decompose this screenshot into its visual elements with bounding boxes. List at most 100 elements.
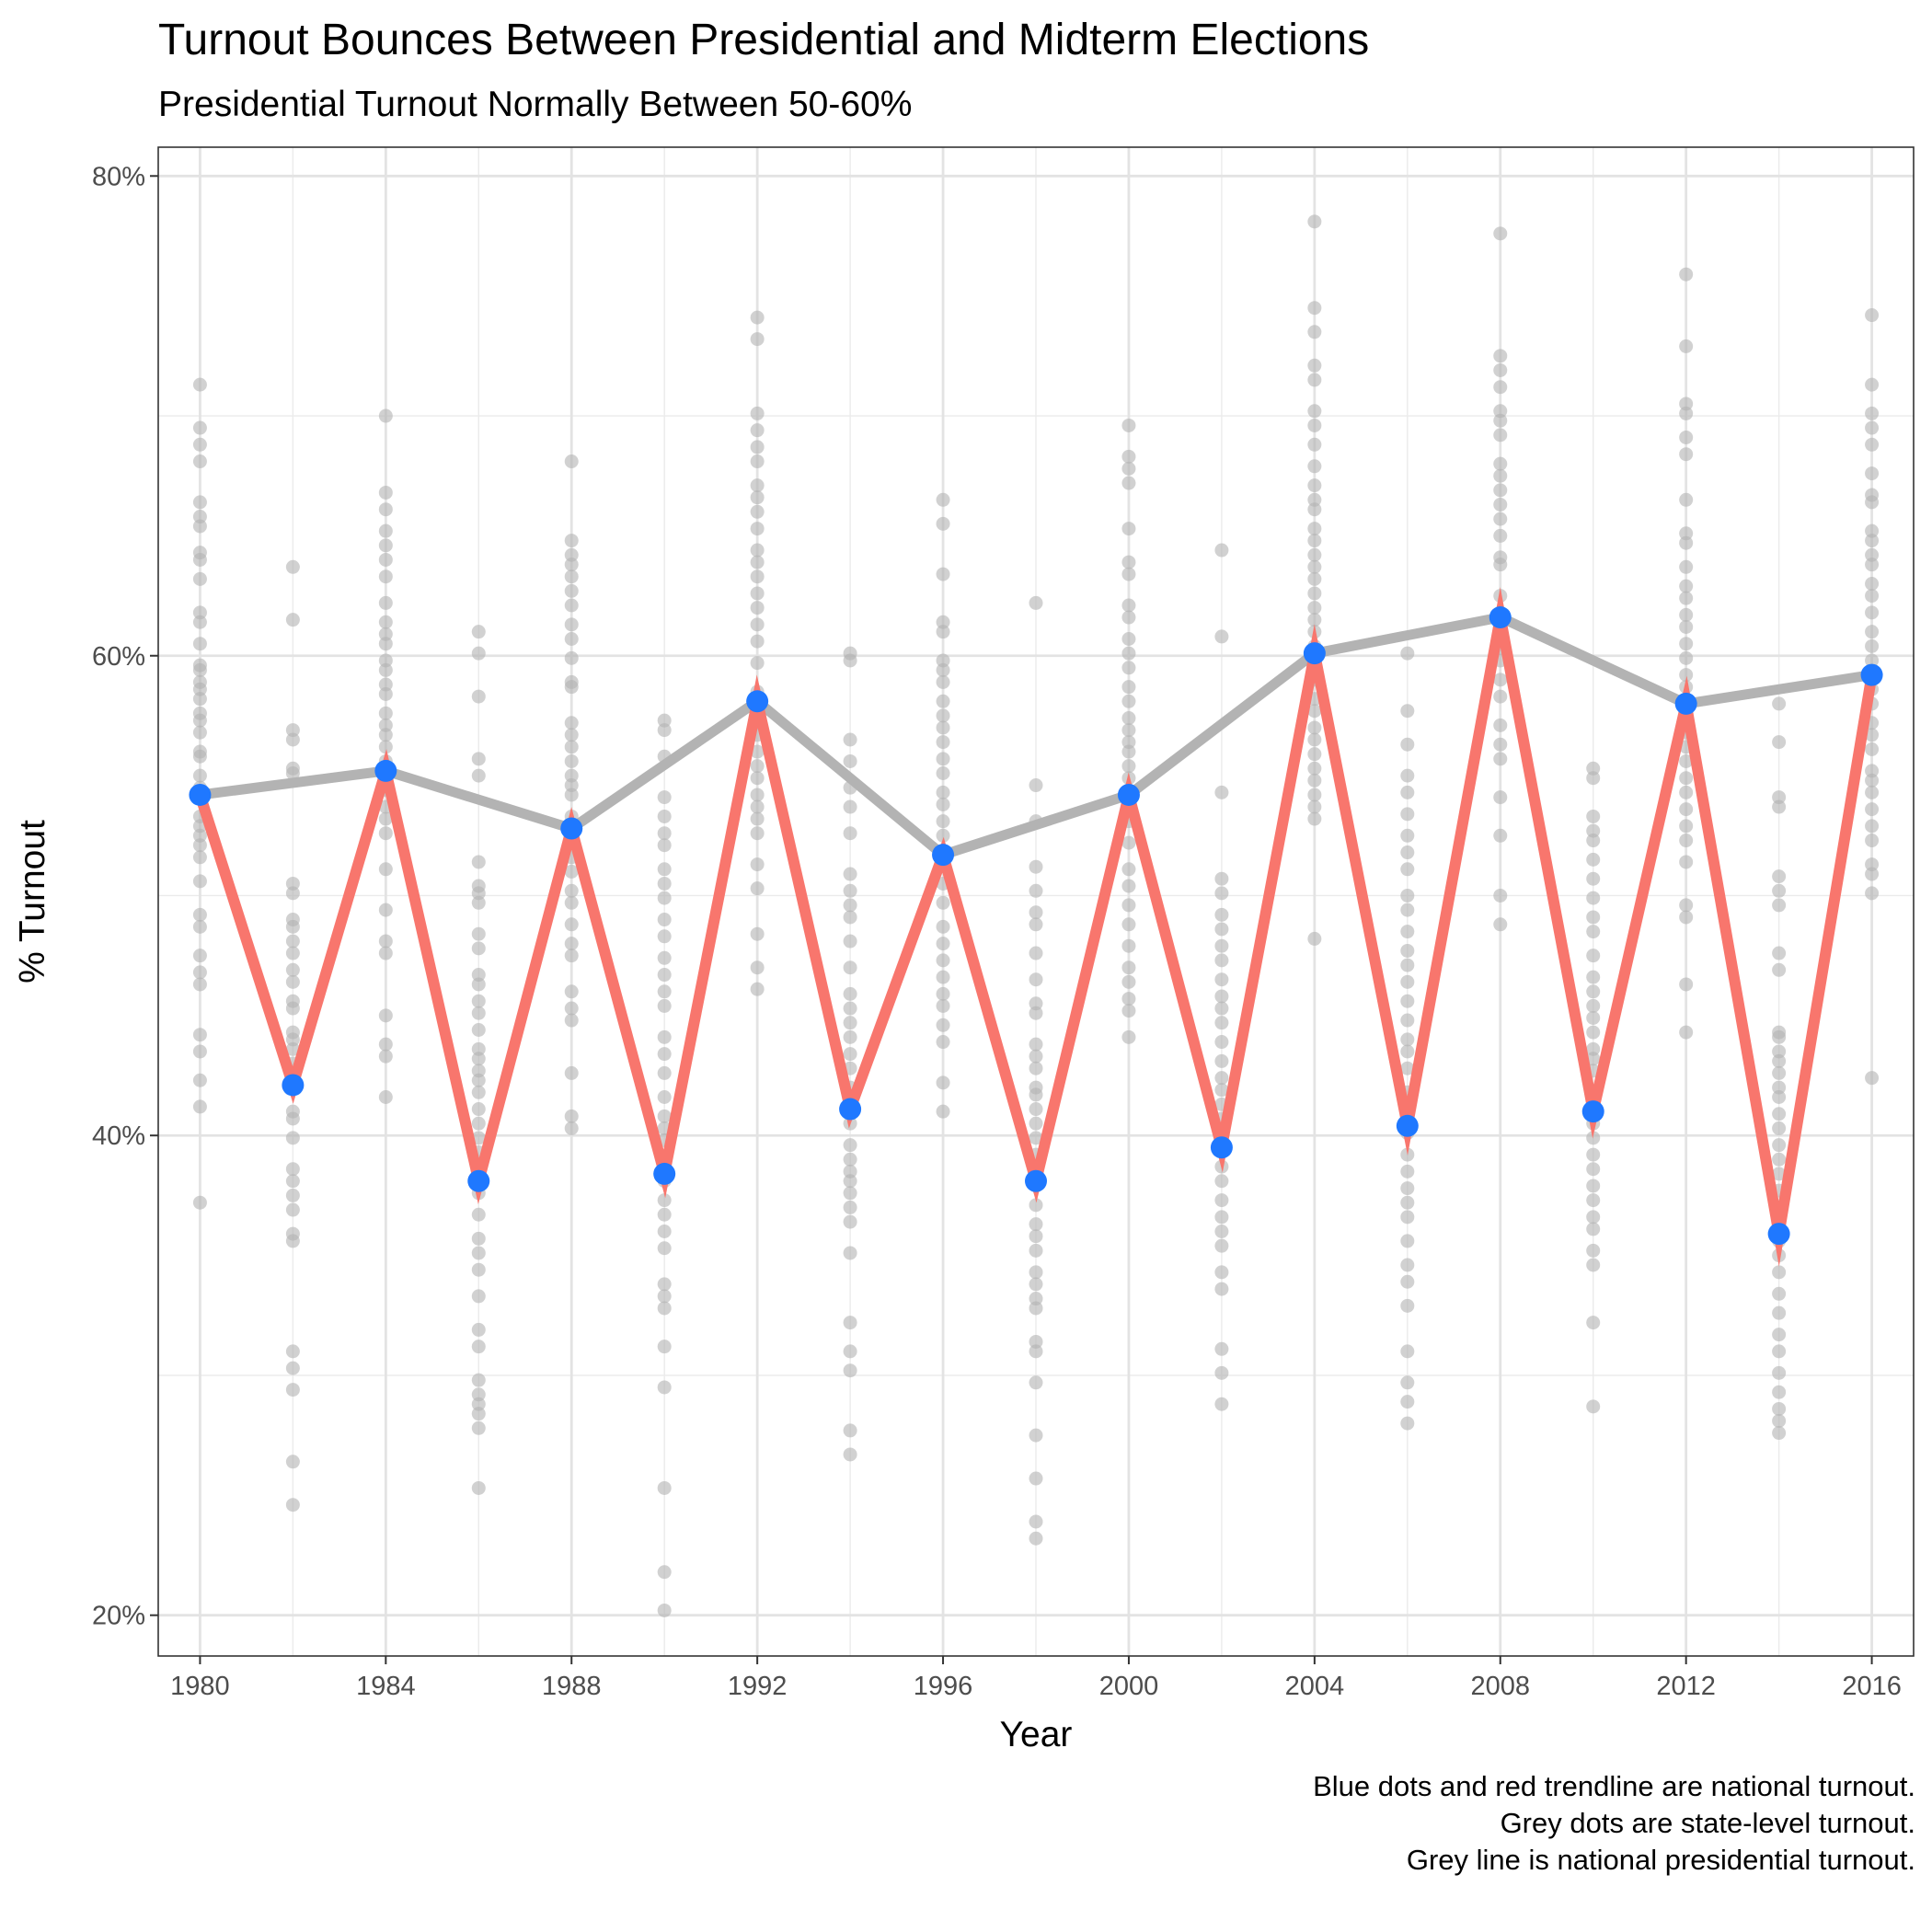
state-point [1400,1032,1415,1047]
state-point [1029,1198,1043,1213]
state-point [1400,807,1415,822]
state-point [1586,823,1601,838]
state-point [1029,1037,1043,1052]
national-point [746,690,769,713]
national-point [1303,642,1326,665]
state-point [1214,1397,1229,1411]
state-point [843,1200,857,1214]
state-point [1214,886,1229,901]
national-point [1117,783,1140,806]
state-point [378,903,393,917]
state-point [1214,1365,1229,1380]
state-point [1400,1234,1415,1248]
state-point [936,735,950,750]
national-point [1489,606,1512,629]
state-point [564,788,579,802]
state-point [843,1344,857,1359]
state-point [1121,992,1136,1006]
y-tick-label: 40% [92,1121,145,1151]
state-point [192,1099,207,1114]
state-point [1586,1162,1601,1177]
state-point [1586,1399,1601,1414]
state-point [471,968,486,983]
state-point [657,929,672,944]
state-point [657,723,672,738]
state-point [1865,867,1880,881]
state-point [1121,476,1136,490]
state-point [1586,1243,1601,1258]
state-point [285,723,300,738]
state-point [192,1028,207,1042]
state-point [1029,1301,1043,1316]
state-point [285,1131,300,1145]
state-point [750,826,765,841]
state-point [1493,456,1508,471]
state-point [1029,1006,1043,1020]
state-point [471,1041,486,1056]
state-point [1772,1328,1787,1342]
state-point [1679,339,1694,353]
state-point [1679,753,1694,768]
state-point [192,768,207,783]
state-point [843,1186,857,1201]
state-point [1307,325,1322,339]
state-point [750,982,765,996]
state-point [936,567,950,581]
state-point [192,437,207,452]
state-point [750,490,765,505]
state-point [750,656,765,671]
state-point [1865,857,1880,872]
state-point [936,625,950,639]
state-point [1214,785,1229,799]
state-point [1307,601,1322,615]
presidential-turnout-line [199,612,1873,860]
state-point [1772,790,1787,805]
state-point [1772,735,1787,750]
state-point [378,811,393,826]
state-point [285,1498,300,1512]
state-point [1029,1243,1043,1258]
state-point [1121,661,1136,675]
state-point [471,625,486,639]
state-point [936,720,950,735]
state-point [378,826,393,841]
state-point [1772,1286,1787,1301]
state-point [936,674,950,689]
state-point [1865,589,1880,604]
state-point [1865,653,1880,668]
state-point [285,934,300,949]
state-point [1307,586,1322,601]
state-point [843,883,857,898]
state-point [1400,828,1415,843]
state-point [378,1037,393,1052]
state-point [1772,1344,1787,1359]
state-point [1121,610,1136,625]
state-point [1400,1147,1415,1162]
national-point [1396,1114,1419,1137]
state-point [471,646,486,661]
state-point [1214,871,1229,886]
state-point [1400,1013,1415,1028]
state-point [1029,917,1043,932]
state-point [192,1073,207,1087]
state-point [750,744,765,759]
state-point [1029,972,1043,987]
state-point [1772,946,1787,960]
state-point [750,543,765,558]
state-point [657,862,672,877]
state-point [657,809,672,823]
state-point [378,552,393,567]
state-point [1121,567,1136,581]
state-point [1307,811,1322,826]
state-point [1400,1044,1415,1059]
state-point [1121,938,1136,953]
state-point [1865,558,1880,572]
state-point [192,552,207,567]
state-point [1214,1341,1229,1356]
state-point [936,814,950,829]
state-point [564,631,579,646]
state-point [471,1322,486,1337]
state-point [657,998,672,1013]
state-point [1400,1298,1415,1313]
state-point [843,1047,857,1062]
